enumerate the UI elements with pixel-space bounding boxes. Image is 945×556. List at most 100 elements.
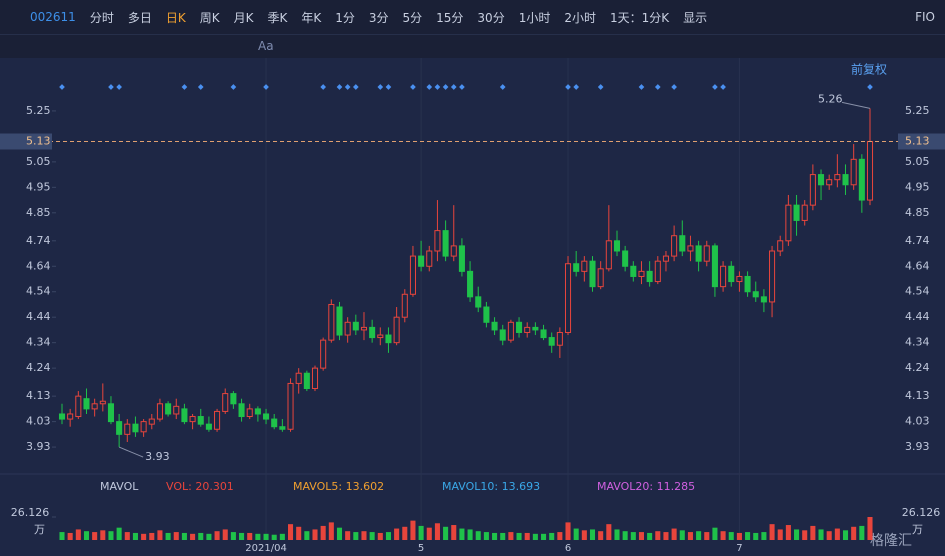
candle-body	[777, 240, 784, 252]
candle-body	[295, 372, 302, 384]
adjust-mode[interactable]: 前复权	[851, 62, 887, 77]
candle-body	[524, 326, 531, 333]
timeframe[interactable]: 年K	[301, 10, 322, 25]
volume-bar	[132, 532, 138, 540]
candle-body	[491, 321, 498, 331]
volume-bar	[418, 525, 424, 540]
text-tool[interactable]: Aa	[258, 39, 274, 53]
y-tick-label-right: 4.85	[905, 206, 930, 219]
candle-body	[736, 275, 743, 283]
watermark: 格隆汇	[870, 533, 912, 549]
volume-bar	[312, 529, 318, 540]
candle-body	[499, 329, 506, 341]
y-tick-label: 4.85	[26, 206, 51, 219]
candle-body	[58, 413, 66, 420]
volume-bar	[687, 532, 693, 540]
y-tick-label: 4.13	[26, 389, 51, 402]
candle-body	[858, 158, 865, 201]
event-marker	[426, 84, 433, 90]
event-marker	[459, 84, 465, 90]
candle-body	[222, 393, 229, 412]
y-tick-label-right: 4.54	[905, 285, 930, 298]
candle-body	[328, 303, 335, 341]
volume-bar	[353, 532, 359, 540]
volume-bar	[467, 529, 473, 540]
volume-bar	[255, 533, 261, 540]
fio[interactable]: FIO	[915, 10, 935, 24]
event-marker	[573, 84, 580, 90]
high-pointer	[841, 101, 871, 109]
timeframe[interactable]: 月K	[233, 10, 254, 25]
timeframe[interactable]: 1天：1分K	[609, 10, 670, 25]
high-label: 5.26	[818, 92, 843, 105]
candle-body	[850, 158, 857, 186]
candle-body	[785, 204, 792, 242]
candle-body	[246, 408, 253, 418]
volume-bar	[108, 531, 114, 540]
candle-body	[369, 326, 376, 339]
vol-tick-label: 26.126	[11, 506, 50, 519]
volume-bar	[745, 532, 751, 540]
timeframe[interactable]: 1小时	[518, 10, 551, 25]
volume-bar	[100, 530, 106, 540]
timeframe[interactable]: 显示	[683, 10, 708, 25]
timeframe[interactable]: 15分	[436, 10, 464, 25]
timeframe[interactable]: 2小时	[564, 10, 596, 25]
volume-bar	[769, 524, 775, 540]
volume-bar	[67, 532, 73, 540]
event-marker	[263, 84, 269, 90]
volume-bar	[426, 527, 432, 540]
candle-body	[589, 260, 596, 288]
timeframe[interactable]: 3分	[368, 10, 389, 25]
candle-body	[516, 321, 523, 333]
volume-bar	[818, 529, 824, 540]
volume-bar	[296, 526, 302, 540]
timeframe[interactable]: 30分	[477, 10, 505, 25]
volume-bar	[810, 525, 816, 540]
candle-body	[475, 296, 482, 308]
volume-bar	[492, 532, 498, 540]
candle-body	[679, 235, 686, 252]
candle-body	[360, 326, 368, 331]
volume-bar	[320, 525, 326, 540]
timeframe[interactable]: 5分	[402, 10, 423, 25]
candle-body	[116, 421, 123, 435]
stock-code[interactable]: 002611	[30, 10, 76, 24]
candle-body	[760, 296, 767, 303]
candle-body	[450, 245, 457, 257]
volume-bar	[263, 533, 269, 540]
timeframe[interactable]: 日K	[165, 10, 186, 25]
event-marker	[867, 84, 873, 90]
volume-bar	[834, 528, 840, 540]
vol-stat: MAVOL20: 11.285	[597, 480, 695, 493]
event-marker	[320, 84, 327, 90]
timeframe[interactable]: 分时	[89, 10, 114, 25]
event-marker	[720, 84, 726, 90]
candle-body	[263, 413, 270, 420]
volume-bar	[116, 527, 122, 540]
timeframe[interactable]: 多日	[127, 10, 152, 25]
event-marker	[230, 84, 237, 90]
event-marker	[385, 84, 392, 90]
candle-body	[377, 334, 384, 339]
volume-bar	[181, 532, 187, 540]
candle-body	[287, 382, 294, 430]
y-tick-label-right: 4.34	[905, 336, 930, 349]
event-marker	[352, 84, 359, 90]
vol-unit-right: 万	[912, 523, 923, 536]
event-marker	[450, 84, 457, 90]
vol-name[interactable]: MAVOL	[100, 480, 139, 493]
volume-bar	[500, 532, 506, 540]
timeframe[interactable]: 1分	[335, 10, 355, 25]
candle-body	[271, 418, 278, 428]
candle-body	[173, 405, 180, 415]
volume-bar	[287, 524, 294, 540]
timeframe[interactable]: 周K	[199, 10, 220, 25]
candle-body	[695, 245, 702, 262]
candle-body	[687, 245, 694, 252]
volume-bar	[75, 529, 81, 540]
x-tick-label: 2021/04	[245, 543, 287, 554]
event-marker	[597, 84, 604, 90]
candle-body	[344, 321, 351, 336]
timeframe[interactable]: 季K	[267, 10, 288, 25]
